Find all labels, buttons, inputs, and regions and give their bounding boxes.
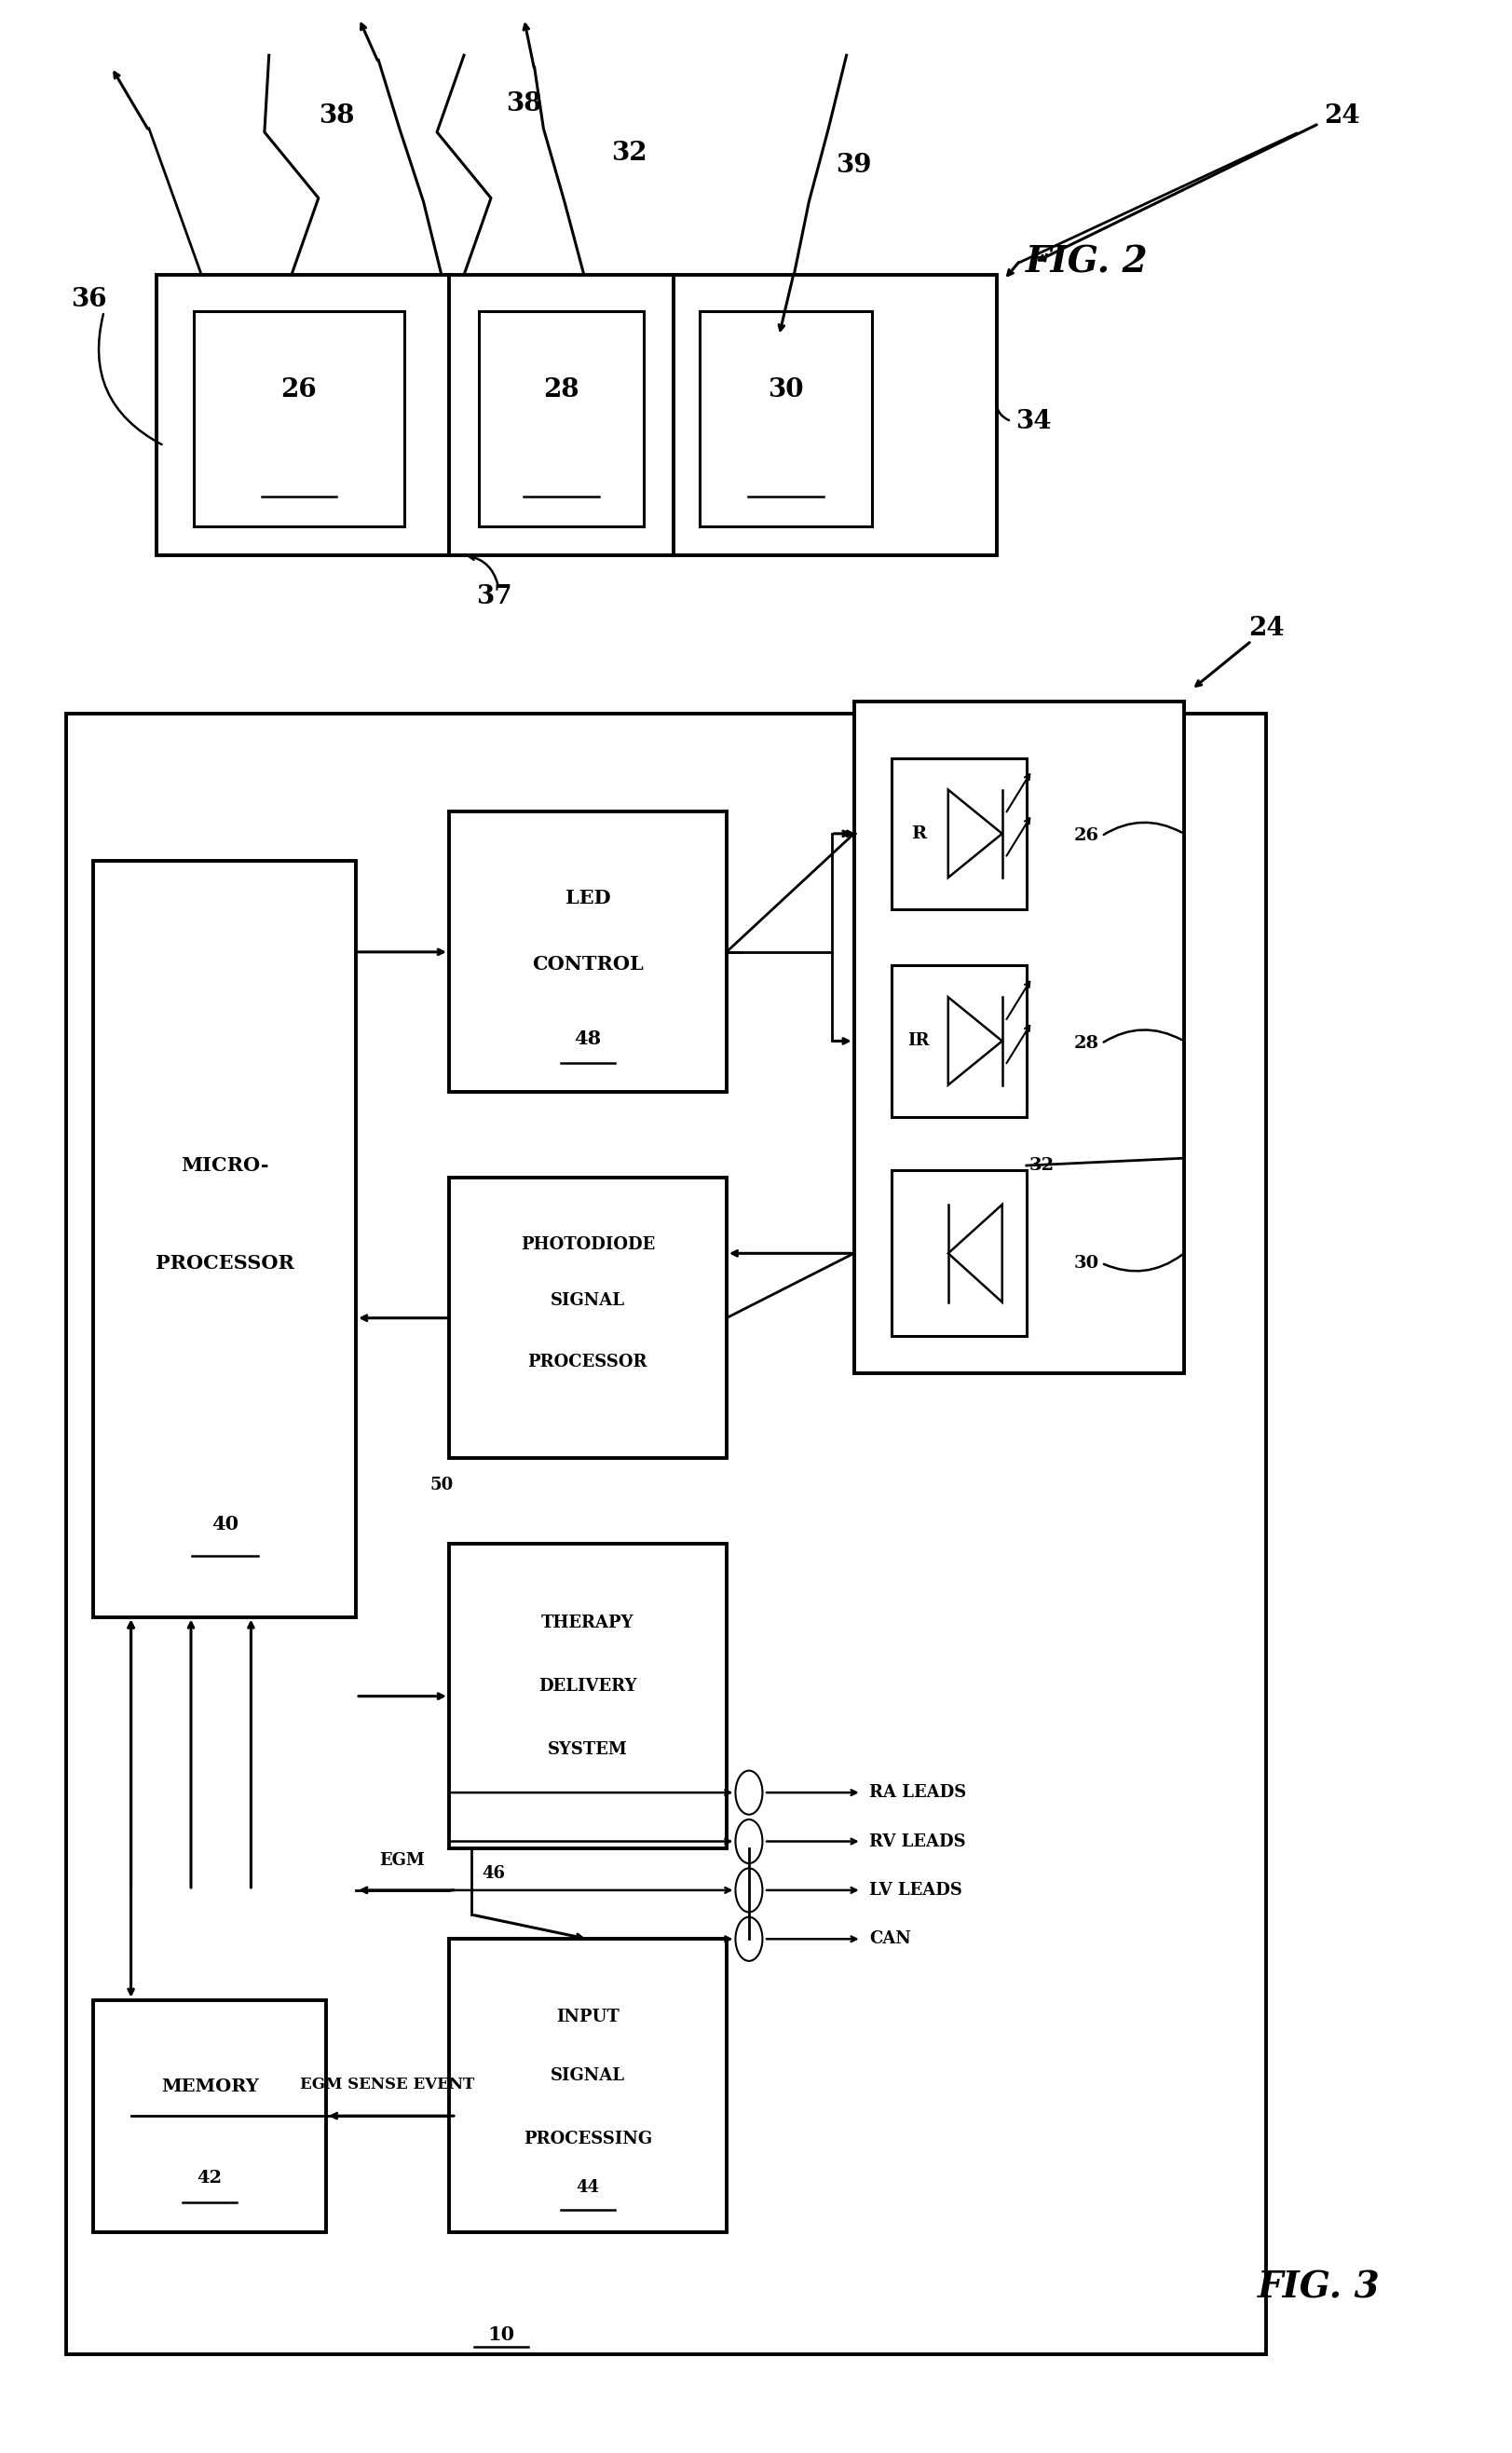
- Text: 32: 32: [611, 140, 647, 164]
- Text: 38: 38: [505, 91, 541, 118]
- Bar: [449, 1938, 726, 2232]
- Text: RV LEADS: RV LEADS: [868, 1832, 965, 1850]
- Text: 32: 32: [1028, 1158, 1054, 1175]
- Text: MEMORY: MEMORY: [160, 2078, 259, 2095]
- Text: 50: 50: [429, 1477, 454, 1494]
- Text: R: R: [910, 824, 925, 841]
- Text: CONTROL: CONTROL: [532, 954, 643, 974]
- Text: 44: 44: [576, 2181, 599, 2195]
- Text: 26: 26: [281, 378, 318, 402]
- Text: 37: 37: [476, 584, 511, 608]
- Bar: [94, 1999, 325, 2232]
- Bar: [194, 312, 404, 527]
- Text: 28: 28: [1074, 1035, 1098, 1052]
- Text: 39: 39: [836, 152, 871, 177]
- Text: EGM SENSE EVENT: EGM SENSE EVENT: [299, 2075, 475, 2092]
- Text: 36: 36: [71, 287, 107, 312]
- Text: 42: 42: [197, 2171, 222, 2186]
- Text: 38: 38: [319, 103, 354, 130]
- Text: 24: 24: [1323, 103, 1359, 130]
- Text: MICRO-: MICRO-: [180, 1155, 269, 1175]
- Text: SIGNAL: SIGNAL: [550, 2068, 624, 2085]
- Bar: [449, 1543, 726, 1850]
- Bar: [67, 714, 1266, 2355]
- Text: PROCESSOR: PROCESSOR: [156, 1253, 293, 1273]
- Text: DELIVERY: DELIVERY: [538, 1678, 637, 1695]
- Text: SIGNAL: SIGNAL: [550, 1293, 624, 1310]
- Bar: [94, 861, 355, 1617]
- Text: CAN: CAN: [868, 1931, 910, 1948]
- Bar: [699, 312, 871, 527]
- Text: 48: 48: [573, 1030, 600, 1047]
- Bar: [449, 1177, 726, 1457]
- Text: THERAPY: THERAPY: [541, 1614, 634, 1631]
- Bar: [156, 275, 996, 554]
- Text: FIG. 2: FIG. 2: [1025, 245, 1148, 280]
- Text: SYSTEM: SYSTEM: [547, 1742, 627, 1759]
- Text: 30: 30: [1074, 1256, 1098, 1271]
- Text: 26: 26: [1074, 827, 1098, 844]
- Text: 10: 10: [487, 2325, 514, 2343]
- Text: 28: 28: [543, 378, 579, 402]
- Text: 24: 24: [1247, 616, 1284, 640]
- Text: INPUT: INPUT: [556, 2009, 618, 2026]
- Bar: [891, 758, 1025, 910]
- Text: EGM: EGM: [380, 1852, 425, 1869]
- Bar: [891, 966, 1025, 1116]
- Text: LV LEADS: LV LEADS: [868, 1881, 962, 1899]
- Bar: [853, 702, 1184, 1374]
- Text: LED: LED: [564, 888, 609, 908]
- Bar: [891, 1170, 1025, 1337]
- Text: 34: 34: [1016, 410, 1051, 434]
- Text: 46: 46: [482, 1864, 505, 1881]
- Text: 40: 40: [212, 1516, 237, 1533]
- Bar: [449, 812, 726, 1092]
- Text: FIG. 3: FIG. 3: [1256, 2269, 1379, 2306]
- Text: RA LEADS: RA LEADS: [868, 1783, 966, 1801]
- Text: PHOTODIODE: PHOTODIODE: [520, 1236, 655, 1253]
- Text: IR: IR: [907, 1033, 928, 1050]
- Text: PROCESSING: PROCESSING: [523, 2132, 652, 2146]
- Text: 30: 30: [767, 378, 803, 402]
- Text: PROCESSOR: PROCESSOR: [528, 1354, 647, 1371]
- Bar: [479, 312, 644, 527]
